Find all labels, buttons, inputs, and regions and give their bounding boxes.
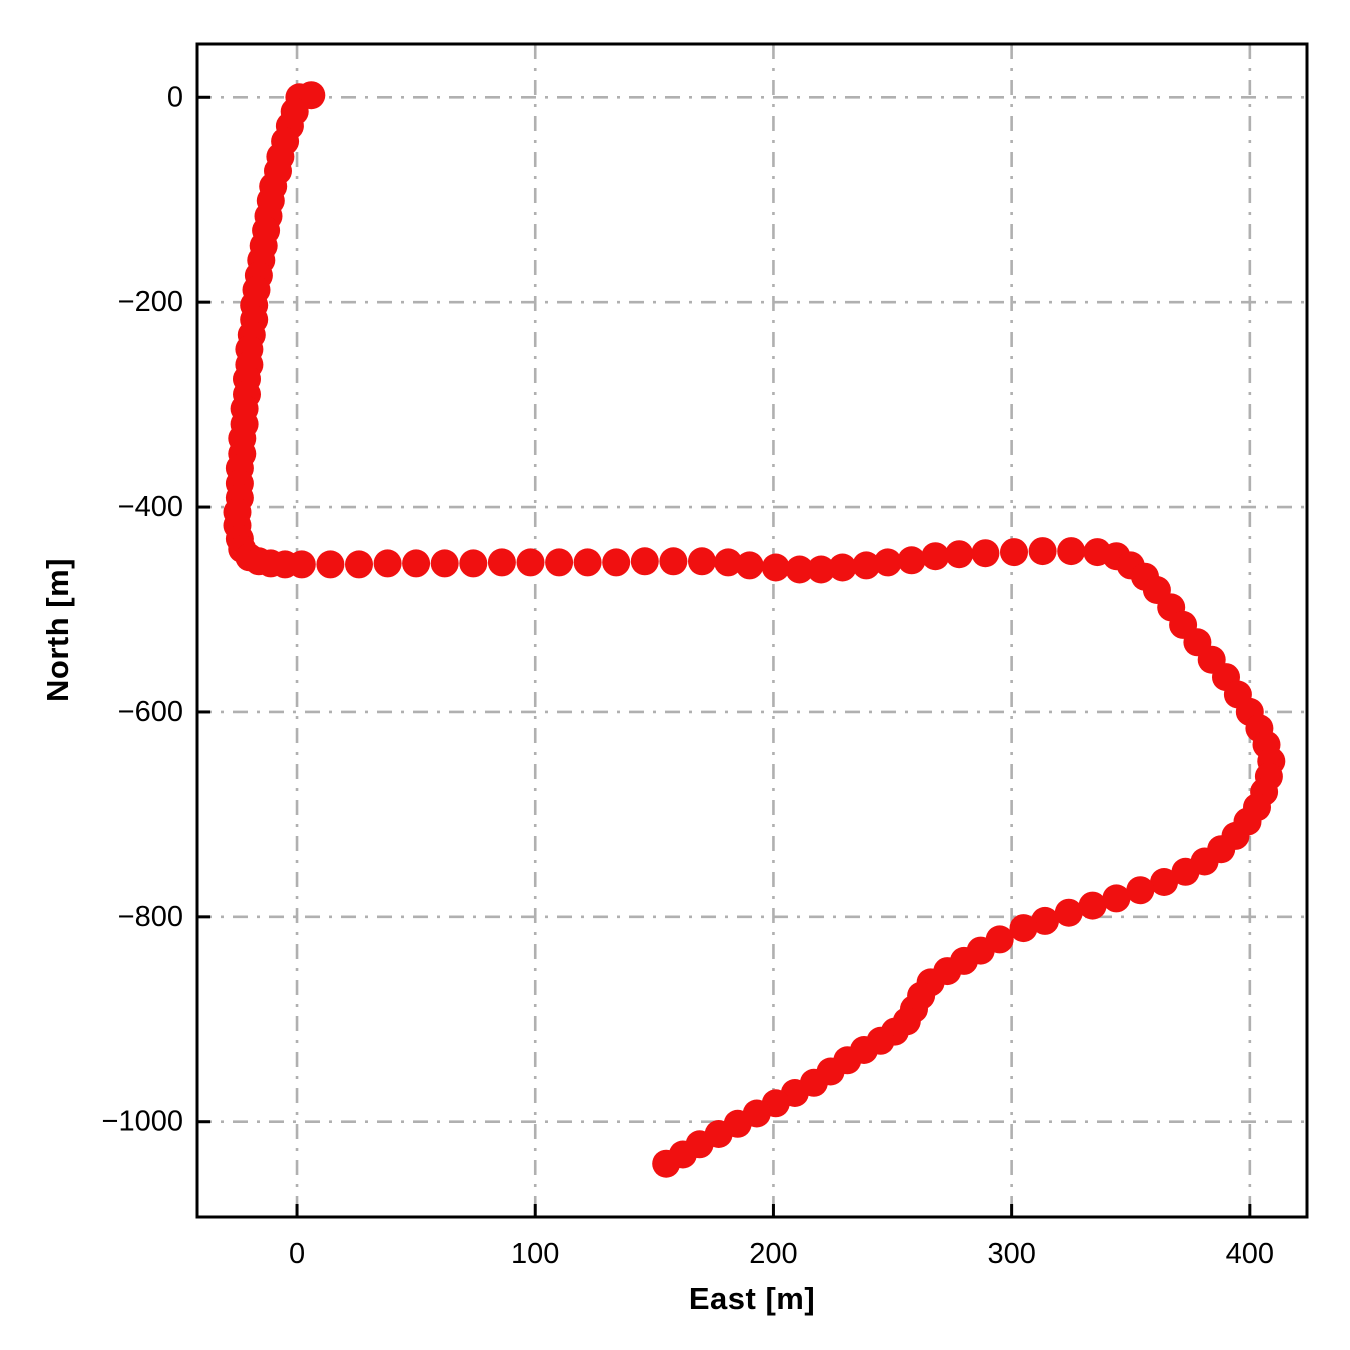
- trajectory-point: [652, 1149, 681, 1178]
- x-tick-label-0: 0: [289, 1238, 305, 1270]
- trajectory-point: [1031, 906, 1059, 935]
- trajectory-point: [1126, 876, 1155, 905]
- trajectory-point: [316, 550, 345, 579]
- trajectory-point: [735, 551, 764, 580]
- trajectory-series: [223, 81, 1286, 1178]
- trajectory-point: [1000, 538, 1028, 567]
- trajectory-point: [921, 542, 950, 571]
- trajectory-point: [1102, 884, 1131, 913]
- trajectory-point: [1057, 537, 1086, 566]
- trajectory-point: [487, 548, 516, 577]
- y-tick-label--1000: −1000: [102, 1106, 183, 1138]
- trajectory-point: [785, 555, 814, 584]
- trajectory-point: [545, 548, 574, 577]
- y-tick-label--600: −600: [118, 696, 183, 728]
- x-axis-label: East [m]: [688, 1281, 816, 1316]
- trajectory-point: [1028, 537, 1057, 566]
- trajectory-point: [828, 553, 857, 582]
- trajectory-point: [630, 547, 659, 576]
- trajectory-point: [345, 550, 373, 579]
- trajectory-point: [714, 548, 743, 577]
- x-tick-label-200: 200: [749, 1238, 797, 1270]
- y-tick-label--200: −200: [118, 286, 183, 318]
- trajectory-point: [873, 548, 902, 577]
- grid-lines: [197, 44, 1307, 1217]
- y-tick-label--400: −400: [118, 491, 183, 523]
- trajectory-point: [852, 551, 881, 580]
- y-tick-label--800: −800: [118, 901, 183, 933]
- trajectory-point: [373, 549, 402, 578]
- trajectory-point: [287, 550, 316, 579]
- trajectory-point: [945, 540, 974, 569]
- tick-marks: [197, 95, 1252, 1217]
- trajectory-point: [402, 549, 431, 578]
- trajectory-point: [430, 549, 459, 578]
- trajectory-point: [659, 547, 688, 576]
- trajectory-point: [761, 553, 790, 582]
- x-tick-label-400: 400: [1226, 1238, 1274, 1270]
- trajectory-point: [1150, 868, 1179, 896]
- trajectory-point: [602, 548, 631, 577]
- x-tick-label-100: 100: [511, 1238, 559, 1270]
- trajectory-point: [1054, 898, 1083, 927]
- trajectory-point: [516, 548, 545, 577]
- trajectory-point: [897, 546, 926, 575]
- trajectory-point: [1171, 857, 1200, 886]
- y-tick-label-0: 0: [167, 81, 183, 113]
- axes-spines: [195, 42, 1309, 1219]
- y-axis-label: North [m]: [40, 558, 75, 702]
- trajectory-point: [573, 548, 602, 577]
- tick-labels: 0 100 200 300 400 0 −200 −400 −600 −800 −1000: [102, 81, 1274, 1270]
- trajectory-point: [459, 549, 488, 578]
- trajectory-point: [971, 539, 1000, 568]
- trajectory-point: [807, 555, 836, 584]
- x-tick-label-300: 300: [987, 1238, 1035, 1270]
- trajectory-point: [1078, 891, 1107, 920]
- trajectory-point: [1009, 914, 1038, 943]
- trajectory-point: [688, 547, 716, 576]
